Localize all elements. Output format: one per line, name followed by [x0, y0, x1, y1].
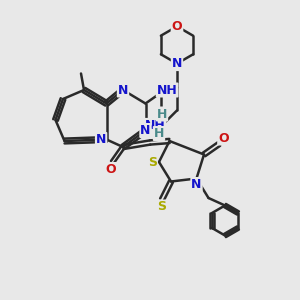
- Text: O: O: [218, 131, 229, 145]
- Text: H: H: [157, 107, 167, 121]
- Text: H: H: [154, 127, 164, 140]
- Text: N: N: [118, 83, 128, 97]
- Text: NH: NH: [145, 119, 166, 132]
- Text: N: N: [191, 178, 202, 191]
- Text: NH: NH: [157, 83, 178, 97]
- Text: S: S: [158, 200, 166, 214]
- Text: S: S: [148, 155, 157, 169]
- Text: N: N: [140, 124, 151, 137]
- Text: O: O: [106, 163, 116, 176]
- Text: N: N: [96, 133, 106, 146]
- Text: N: N: [172, 57, 182, 70]
- Text: O: O: [172, 20, 182, 33]
